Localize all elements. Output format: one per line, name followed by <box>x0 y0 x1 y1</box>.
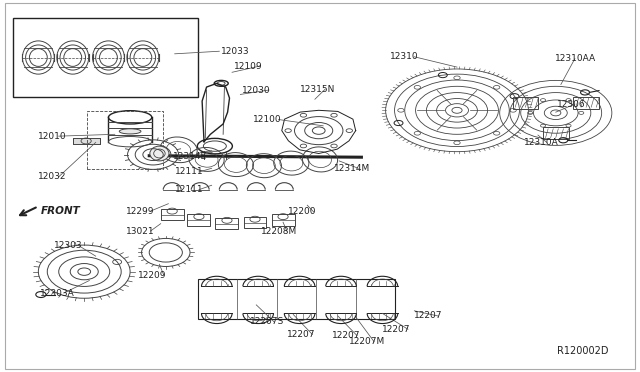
Bar <box>513 97 538 109</box>
Bar <box>543 127 568 139</box>
Text: 12207: 12207 <box>414 311 443 320</box>
Text: 12207M: 12207M <box>349 337 385 346</box>
Text: 12207: 12207 <box>287 330 316 339</box>
Text: 12306: 12306 <box>557 100 586 109</box>
Text: 12310A: 12310A <box>524 138 559 147</box>
Bar <box>271 214 294 225</box>
Bar <box>88 111 163 169</box>
Text: 12299: 12299 <box>125 206 154 216</box>
Bar <box>198 279 395 319</box>
Text: 12010: 12010 <box>38 132 67 141</box>
Text: 12030: 12030 <box>243 86 271 94</box>
Text: 12303: 12303 <box>54 241 83 250</box>
Text: 12207: 12207 <box>332 331 360 340</box>
Text: 13021: 13021 <box>125 227 154 235</box>
Text: 12208M: 12208M <box>261 227 298 235</box>
Text: 12310: 12310 <box>390 52 419 61</box>
Text: 12303A: 12303A <box>40 289 74 298</box>
Bar <box>216 218 239 229</box>
Ellipse shape <box>150 146 169 161</box>
Text: 12207S: 12207S <box>250 317 284 326</box>
Text: 12209: 12209 <box>138 271 167 280</box>
Text: 12200: 12200 <box>288 207 317 217</box>
Text: FRONT: FRONT <box>41 206 81 216</box>
Bar <box>188 214 211 225</box>
Text: 12111: 12111 <box>175 167 204 176</box>
Text: 12314M: 12314M <box>334 164 371 173</box>
Text: 12100: 12100 <box>252 115 281 124</box>
Text: 12310AA: 12310AA <box>554 54 596 63</box>
Bar <box>73 138 100 144</box>
Bar <box>573 97 599 109</box>
Text: 12111: 12111 <box>175 185 204 194</box>
Bar <box>13 18 198 97</box>
Bar <box>161 209 184 220</box>
Text: 12314E: 12314E <box>173 152 207 161</box>
Bar <box>244 217 266 228</box>
Text: R120002D: R120002D <box>557 346 609 356</box>
Ellipse shape <box>119 129 141 134</box>
Text: 12033: 12033 <box>221 47 250 56</box>
Text: 12207: 12207 <box>383 325 411 334</box>
Text: 12315N: 12315N <box>300 85 335 94</box>
Text: 12032: 12032 <box>38 172 67 181</box>
Text: 12109: 12109 <box>234 61 262 71</box>
